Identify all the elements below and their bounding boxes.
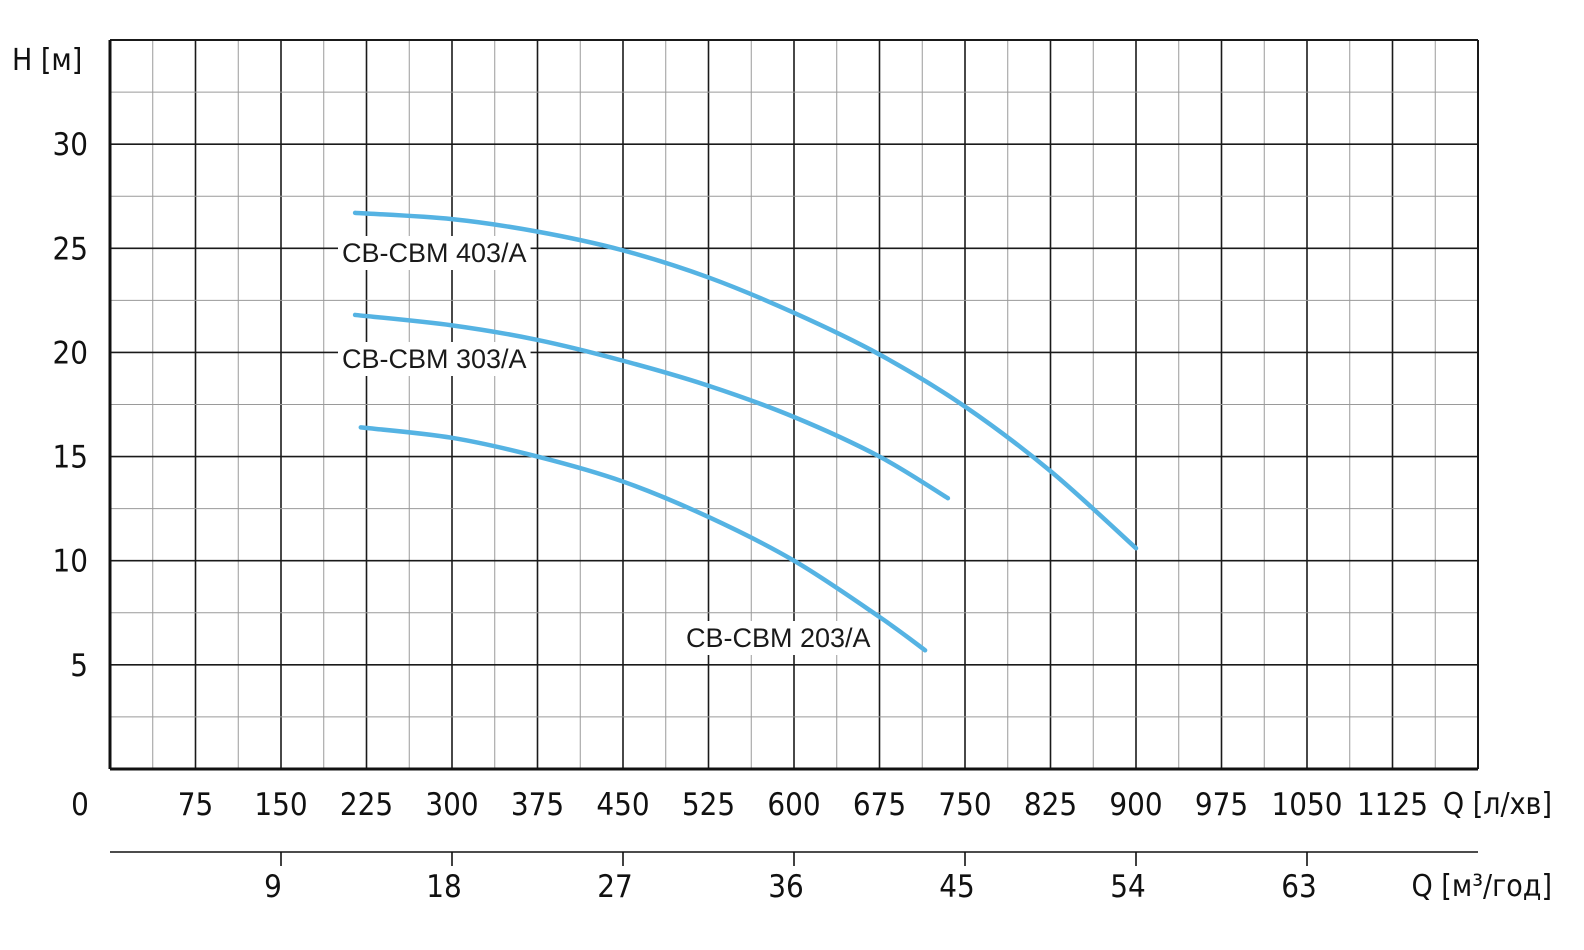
x-tick-label: 675 [853,787,906,823]
series-labels: CB-CBM 403/A CB-CBM 303/A CB-CBM 203/A [338,236,875,655]
x2-tick-label: 27 [597,869,632,905]
axes [108,39,1479,866]
series-label-background [682,621,875,655]
series-label-background [338,236,531,270]
curve-cb-cbm-303 [352,312,951,501]
y-tick-label: 25 [53,231,88,267]
x-tick-label: 900 [1109,787,1162,823]
x-tick-label: 1125 [1357,787,1428,823]
x-tick-label: 525 [682,787,735,823]
x-tick-label: 975 [1195,787,1248,823]
x-tick-label: 225 [340,787,393,823]
series-label-cb-cbm-303: CB-CBM 303/A [342,344,527,374]
x-tick-label: 825 [1024,787,1077,823]
origin-label: 0 [71,787,89,823]
x-axis-title: Q [л/хв] [1443,787,1552,822]
x-tick-label: 300 [425,787,478,823]
curves [352,210,1139,653]
x-tick-label: 450 [596,787,649,823]
y-tick-label: 20 [53,335,88,371]
x2-tick-label: 9 [264,869,282,905]
curve-cb-cbm-203 [358,425,928,653]
x-tick-label: 600 [767,787,820,823]
x-tick-label: 750 [938,787,991,823]
x-tick-label: 375 [511,787,564,823]
y-tick-label: 5 [70,648,88,684]
y-tick-label: 15 [53,440,88,476]
x2-tick-label: 36 [768,869,803,905]
y-tick-label: 30 [53,127,88,163]
series-label-cb-cbm-203: CB-CBM 203/A [686,623,871,653]
y-tick-label: 10 [53,544,88,580]
x2-tick-label: 54 [1110,869,1145,905]
y-axis-title: H [м] [12,43,82,78]
x2-axis-title: Q [м³/год] [1412,869,1553,904]
grid [110,40,1478,769]
x2-tick-label: 45 [939,869,974,905]
series-label-cb-cbm-403: CB-CBM 403/A [342,238,527,268]
curve-cb-cbm-403 [352,210,1139,551]
x-tick-label: 1050 [1272,787,1343,823]
x-tick-label: 150 [254,787,307,823]
series-label-background [338,342,531,376]
x2-tick-label: 18 [426,869,461,905]
x2-tick-label: 63 [1281,869,1316,905]
x-tick-label: 75 [178,787,213,823]
